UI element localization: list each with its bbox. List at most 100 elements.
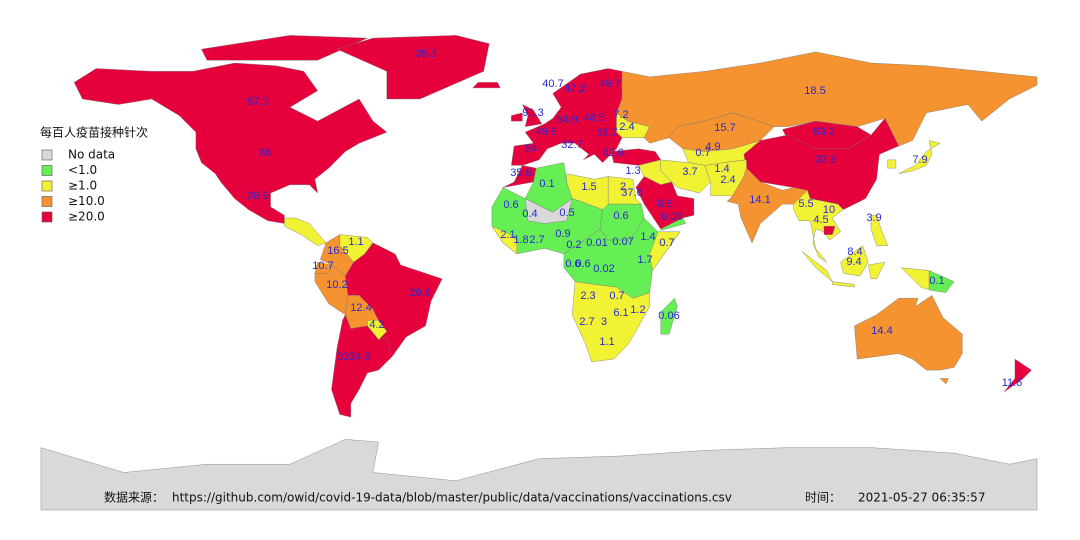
value-label: 2.4: [619, 121, 634, 133]
value-label: 35.6: [510, 167, 531, 179]
source-url: https://github.com/owid/covid-19-data/bl…: [172, 491, 732, 505]
value-label: 1.4: [640, 231, 655, 243]
country: [898, 140, 941, 174]
country: [823, 226, 836, 235]
value-label: 0.7: [659, 237, 674, 249]
country: [1003, 358, 1032, 393]
value-label: 0.06: [661, 211, 682, 223]
time-label: 时间：: [805, 491, 841, 505]
value-label: 83.2: [813, 126, 834, 138]
country: [793, 189, 844, 263]
country: [660, 297, 678, 335]
value-label: 4.5: [813, 214, 828, 226]
country: [336, 35, 490, 100]
value-label: 40.7: [542, 78, 563, 90]
value-label: 0.7: [609, 290, 624, 302]
country: [511, 112, 523, 122]
country: [928, 270, 955, 293]
value-label: 1.5: [581, 181, 596, 193]
value-label: 33: [337, 351, 349, 363]
country: [472, 82, 501, 89]
value-label: 7.2: [613, 109, 628, 121]
value-label: 2.7: [579, 316, 594, 328]
value-label: 2.1: [500, 229, 515, 241]
legend-label: ≥10.0: [68, 194, 105, 208]
value-label: 32.7: [561, 139, 582, 151]
country: [743, 117, 899, 210]
value-label: 0.4: [522, 208, 537, 220]
value-label: 0.1: [929, 275, 944, 287]
country: [284, 217, 327, 246]
value-label: 1.7: [637, 254, 652, 266]
country: [331, 314, 393, 418]
legend-label: ≥20.0: [68, 210, 105, 224]
country: [868, 261, 886, 280]
value-label: 0.6: [565, 258, 580, 270]
country: [832, 281, 855, 288]
country: [491, 225, 518, 255]
legend-swatch: [41, 211, 53, 223]
value-label: 24.8: [349, 351, 370, 363]
value-label: 0.6: [503, 199, 518, 211]
value-label: 0.01: [586, 237, 607, 249]
value-label: 2.3: [580, 290, 595, 302]
country: [616, 112, 650, 138]
value-label: 64.9: [556, 114, 577, 126]
value-label: 0.7: [695, 147, 710, 159]
value-label: 91.3: [522, 107, 543, 119]
country: [524, 198, 573, 224]
value-label: 6.1: [613, 307, 628, 319]
value-label: 10.2: [326, 279, 347, 291]
value-label: 2.7: [529, 234, 544, 246]
value-label: 9.4: [846, 256, 861, 268]
value-label: 0.02: [593, 263, 614, 275]
value-label: 1.1: [599, 336, 614, 348]
value-label: 1.3: [625, 165, 640, 177]
country: [521, 104, 543, 127]
value-label: 47.2: [564, 83, 585, 95]
value-label: 54: [525, 143, 537, 155]
legend-swatch: [41, 149, 53, 161]
legend-title: 每百人疫苗接种针次: [40, 125, 148, 140]
value-label: 14.4: [871, 325, 892, 337]
value-label: 57.3: [247, 96, 268, 108]
value-label: 0.9: [555, 228, 570, 240]
legend-swatch: [41, 196, 53, 207]
legend-swatch: [41, 180, 53, 192]
value-label: 49.8: [535, 126, 556, 138]
value-label: 8.4: [847, 246, 862, 258]
value-label: 0.6: [613, 210, 628, 222]
value-label: 29.9: [409, 287, 430, 299]
country: [900, 267, 930, 291]
value-label: 15.7: [714, 122, 735, 134]
value-label: 86: [259, 147, 271, 159]
source-label: 数据来源：: [104, 490, 164, 505]
value-label: 0.6: [575, 258, 590, 270]
value-label: 1.2: [630, 304, 645, 316]
legend-swatch: [41, 165, 53, 176]
country: [635, 176, 695, 230]
value-label: 0.5: [559, 207, 574, 219]
value-label: 8.8: [657, 198, 672, 210]
country: [870, 214, 888, 246]
value-label: 0.2: [566, 239, 581, 251]
value-label: 14.1: [749, 194, 770, 206]
country: [367, 320, 388, 341]
value-label: 4.9: [705, 141, 720, 153]
country: [40, 439, 1038, 511]
value-label: 0.07: [612, 236, 633, 248]
value-label: 37.9: [815, 154, 836, 166]
value-label: 7.9: [912, 154, 927, 166]
country: [939, 378, 949, 385]
countries: [40, 35, 1038, 511]
value-label: 1.4: [714, 163, 729, 175]
value-label: 5.5: [798, 198, 813, 210]
country: [73, 62, 388, 224]
value-label: 1.1: [348, 236, 363, 248]
value-label: 38.7: [596, 127, 617, 139]
value-label: 3.7: [682, 166, 697, 178]
value-label: 2: [620, 181, 626, 193]
